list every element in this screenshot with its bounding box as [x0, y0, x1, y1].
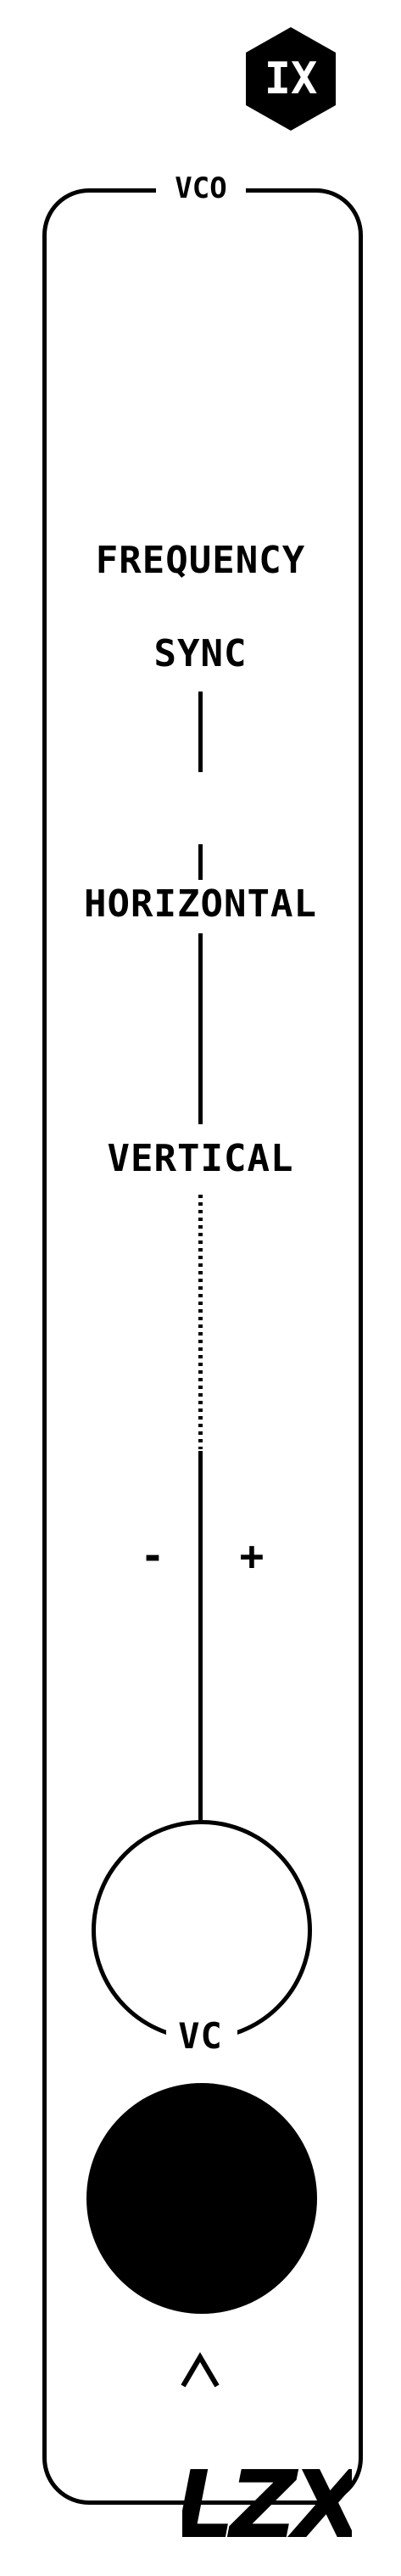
plus-label: +	[239, 1532, 265, 1580]
lzx-logo-icon: LZX	[175, 2450, 374, 2559]
minus-label: -	[140, 1532, 165, 1580]
sync-connector-line	[198, 692, 203, 772]
sync-label: SYNC	[153, 632, 248, 675]
vc-connector-line	[198, 1451, 203, 1828]
horizontal-connector-bottom	[198, 933, 203, 1124]
lzx-logo: LZX	[175, 2450, 374, 2559]
module-title: VCO	[175, 171, 227, 205]
horizontal-connector-top	[198, 844, 203, 880]
brand-badge-text: IX	[265, 53, 318, 104]
title-gap	[156, 178, 246, 202]
frequency-label: FREQUENCY	[95, 539, 306, 582]
lzx-logo-text: LZX	[182, 2452, 352, 2554]
horizontal-label: HORIZONTAL	[84, 882, 317, 926]
vc-label-gap	[166, 2013, 237, 2054]
hexagon-badge-icon: IX	[246, 27, 336, 131]
vc-label: VC	[178, 2015, 223, 2057]
vc-knob[interactable]	[92, 1820, 312, 2041]
vertical-dotted-line	[198, 1195, 203, 1449]
up-caret-icon	[178, 2349, 222, 2391]
brand-badge: IX	[244, 25, 337, 132]
vc-input-jack[interactable]	[86, 2083, 317, 2314]
vertical-label: VERTICAL	[107, 1137, 294, 1180]
